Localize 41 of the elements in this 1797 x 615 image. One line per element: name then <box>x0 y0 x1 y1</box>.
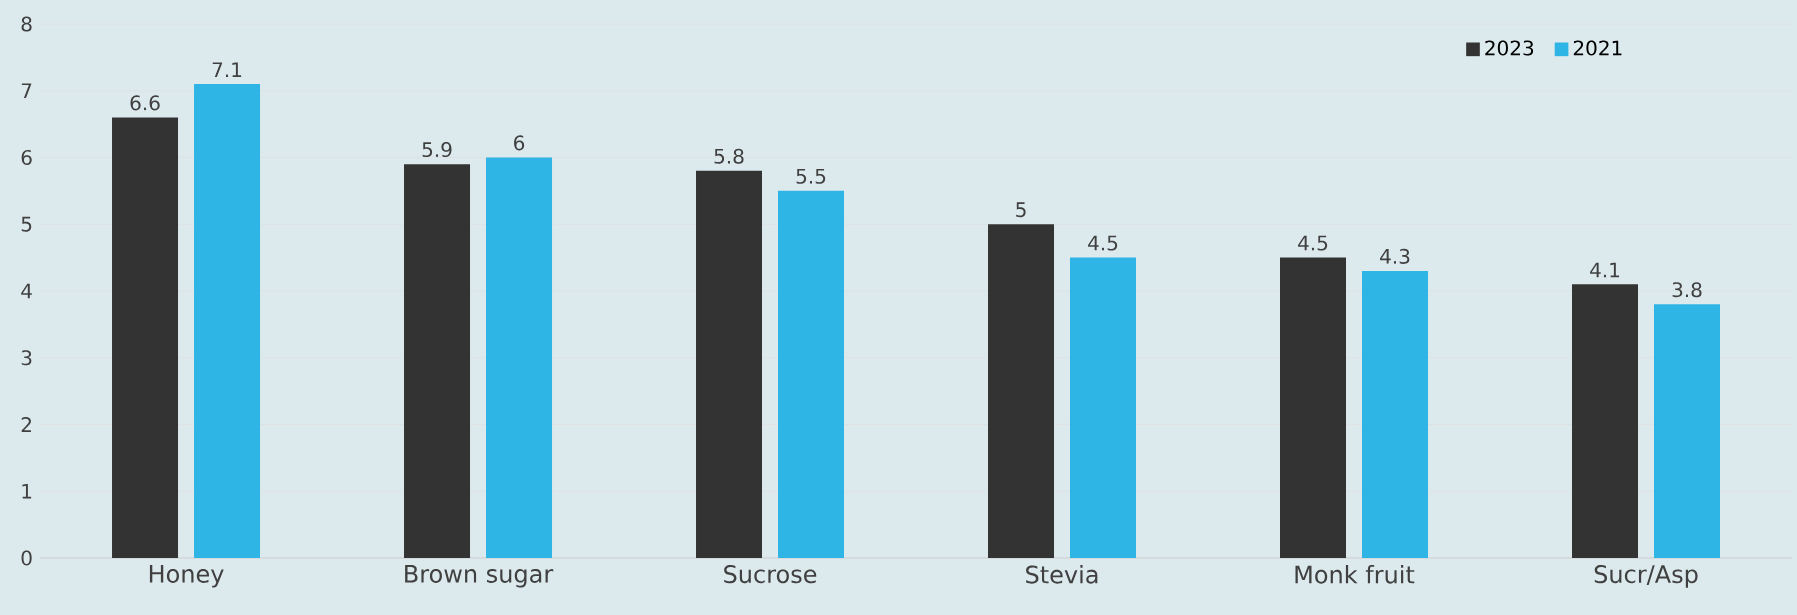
x-tick-label: Honey <box>149 565 224 588</box>
bar <box>1572 284 1638 558</box>
data-label: 5.5 <box>796 168 826 184</box>
x-tick-label: Brown sugar <box>405 565 554 588</box>
data-label: 5.9 <box>422 141 452 158</box>
bar <box>988 224 1055 558</box>
bar <box>696 170 763 558</box>
bar <box>1280 257 1347 558</box>
data-label: 5.8 <box>714 148 744 164</box>
data-label: 6 <box>514 135 525 151</box>
y-tick-label: 4 <box>21 283 32 299</box>
y-tick-label: 2 <box>21 417 31 432</box>
x-tick-label: Stevia <box>1026 565 1098 584</box>
data-label: 4.3 <box>1380 248 1410 264</box>
data-label: 4.1 <box>1590 262 1620 278</box>
bar <box>486 157 553 558</box>
data-label: 4.5 <box>1088 235 1118 251</box>
x-tick-label: Sucrose <box>724 565 817 584</box>
data-label: 5 <box>1016 202 1026 218</box>
legend-label: 2021 <box>1573 40 1622 56</box>
bar <box>778 190 845 558</box>
y-tick-label: 8 <box>21 16 32 32</box>
data-label: 3.8 <box>1672 282 1702 298</box>
data-label: 4.5 <box>1298 235 1328 251</box>
legend-label: 2023 <box>1485 40 1534 56</box>
bar <box>404 164 471 558</box>
y-tick-label: 0 <box>21 550 32 566</box>
y-tick-label: 3 <box>21 350 32 366</box>
y-tick-label: 1 <box>22 483 32 499</box>
data-label: 6.6 <box>130 95 160 111</box>
bar <box>1070 257 1137 558</box>
x-tick-label: Monk fruit <box>1295 565 1415 584</box>
data-label: 7.1 <box>212 62 242 78</box>
bar <box>194 84 261 558</box>
bar <box>1362 270 1429 558</box>
y-tick-label: 7 <box>21 83 32 99</box>
y-tick-label: 5 <box>21 216 32 232</box>
y-tick-label: 6 <box>21 149 32 166</box>
bar <box>112 117 179 558</box>
x-tick-label: Sucr/Asp <box>1594 565 1698 588</box>
bar <box>1654 304 1720 558</box>
